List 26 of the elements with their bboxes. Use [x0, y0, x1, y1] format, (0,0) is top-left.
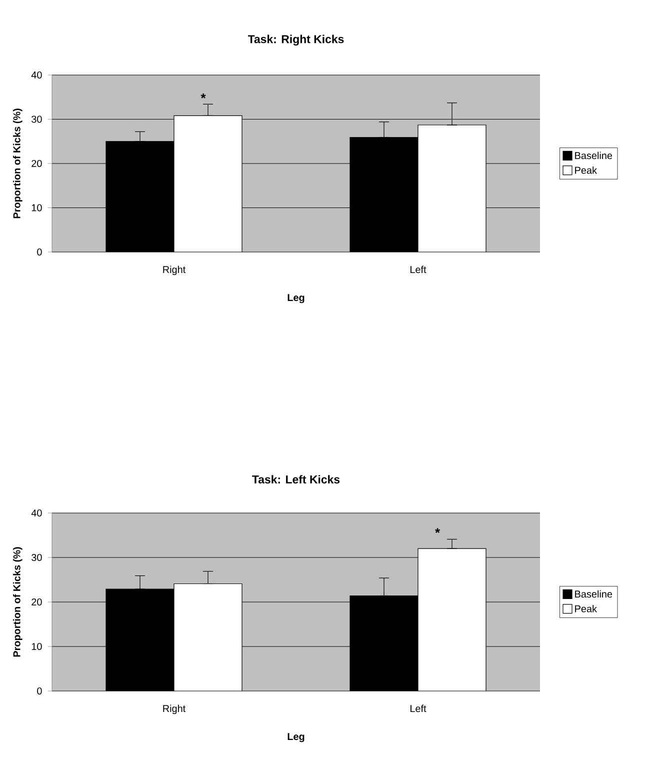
- y-tick-label: 20: [32, 598, 42, 606]
- y-tick-label: 0: [37, 248, 42, 256]
- legend-label: Peak: [575, 604, 598, 612]
- y-tick-label: 30: [32, 116, 42, 123]
- chart-title: Task: Left Kicks: [252, 475, 340, 484]
- x-tick-label: Left: [410, 266, 426, 274]
- y-axis-title: Proportion of Kicks (%): [13, 108, 22, 218]
- annotation: *: [200, 94, 206, 98]
- y-tick-label: 30: [32, 554, 42, 562]
- x-tick-label: Left: [410, 704, 426, 712]
- x-tick-label: Right: [163, 266, 186, 276]
- y-tick-label: 40: [31, 509, 42, 517]
- y-tick-label: 0: [37, 687, 42, 695]
- y-tick-label: 40: [31, 71, 42, 79]
- x-axis-title: Leg: [288, 733, 304, 742]
- x-axis-title: Leg: [288, 294, 304, 304]
- y-tick-label: 20: [32, 160, 42, 168]
- y-axis-title: Proportion of Kicks (%): [13, 547, 22, 657]
- chart-title: Task: Right Kicks: [248, 34, 344, 46]
- legend-label: Baseline: [575, 590, 612, 598]
- annotation: *: [435, 528, 440, 533]
- y-tick-label: 10: [32, 204, 42, 212]
- y-tick-label: 10: [32, 642, 42, 650]
- x-tick-label: Right: [163, 704, 186, 714]
- legend-label: Baseline: [575, 152, 612, 160]
- legend-label: Peak: [575, 166, 598, 174]
